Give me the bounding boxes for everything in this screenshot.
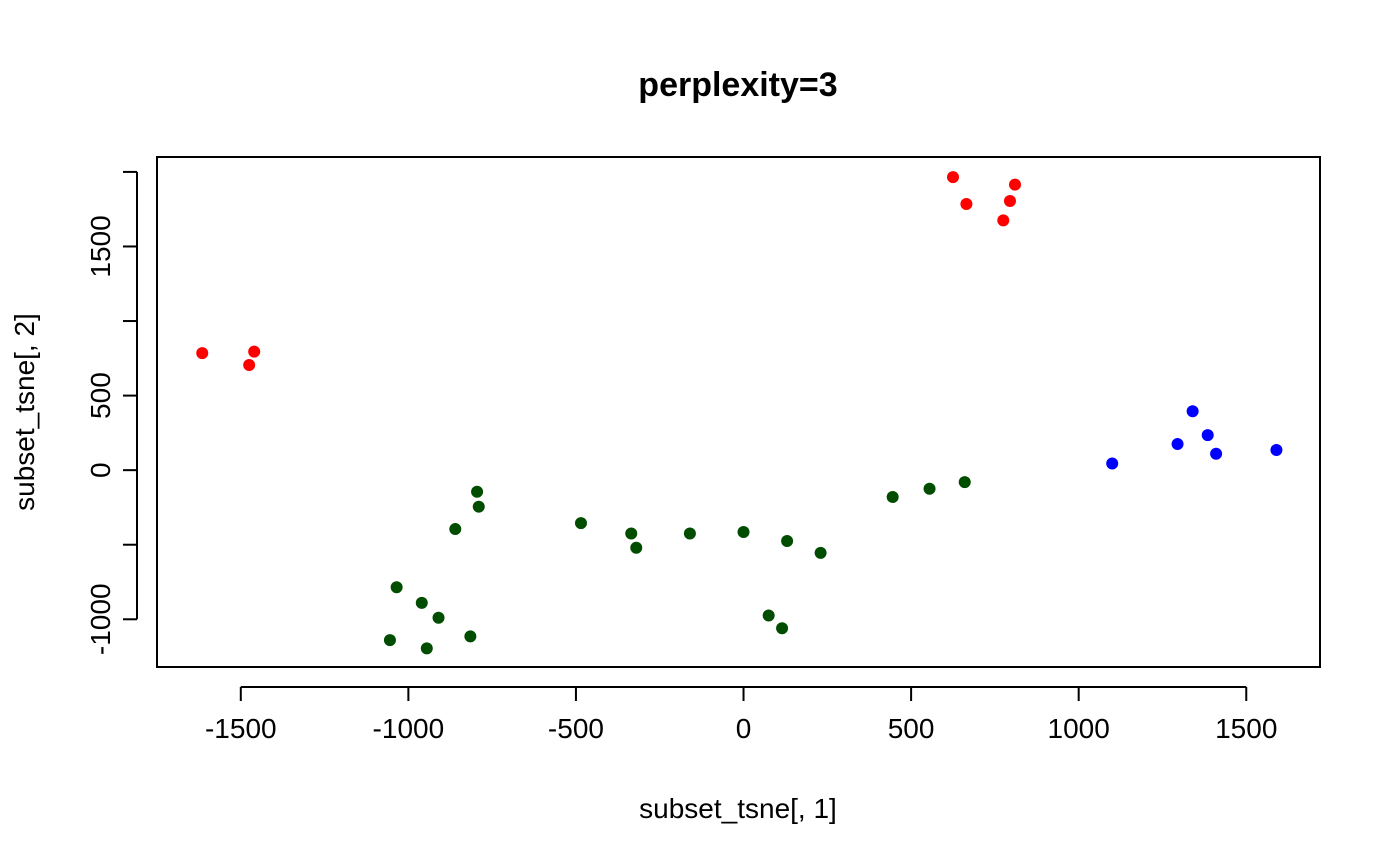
data-point — [814, 546, 827, 559]
y-tick-label: -1000 — [85, 583, 116, 655]
x-tick-label: 500 — [888, 713, 935, 744]
data-point — [737, 526, 750, 539]
data-point — [464, 630, 477, 643]
y-axis: -1000 0 500 1500 — [85, 170, 138, 655]
x-tick-label: -1000 — [373, 713, 445, 744]
data-point — [574, 517, 587, 530]
data-point — [781, 534, 794, 547]
data-point — [1210, 447, 1223, 460]
data-point — [947, 171, 960, 184]
x-tick-label: -1500 — [205, 713, 277, 744]
data-point — [243, 359, 256, 372]
data-point — [472, 500, 485, 513]
data-point — [625, 527, 638, 540]
data-point — [923, 482, 936, 495]
x-axis-label: subset_tsne[, 1] — [639, 793, 837, 824]
plot-frame — [156, 156, 1321, 668]
data-point — [1270, 444, 1283, 457]
data-point — [683, 527, 696, 540]
data-point — [1106, 457, 1119, 470]
x-tick-label: -500 — [548, 713, 604, 744]
data-point — [1201, 429, 1214, 442]
data-point — [630, 541, 643, 554]
data-point — [390, 581, 403, 594]
data-point — [471, 485, 484, 498]
y-tick-label: 500 — [85, 372, 116, 419]
data-point — [196, 347, 209, 360]
data-point — [1009, 178, 1022, 191]
data-point — [248, 345, 261, 358]
data-point — [762, 609, 775, 622]
data-point — [1186, 405, 1199, 418]
x-tick-label: 1500 — [1215, 713, 1277, 744]
x-axis: -1500 -1000 -500 0 500 1000 1500 — [205, 686, 1277, 744]
data-point — [776, 622, 789, 635]
data-point — [449, 523, 462, 536]
y-tick-label: 0 — [85, 462, 116, 478]
x-tick-label: 1000 — [1048, 713, 1110, 744]
data-point — [420, 642, 433, 655]
data-point — [415, 596, 428, 609]
y-axis-label: subset_tsne[, 2] — [9, 313, 40, 511]
x-tick-label: 0 — [736, 713, 752, 744]
data-point — [432, 611, 445, 624]
y-tick-label: 1500 — [85, 215, 116, 277]
data-point — [383, 634, 396, 647]
data-point — [997, 214, 1010, 227]
data-points — [196, 171, 1283, 655]
data-point — [960, 197, 973, 210]
data-point — [1003, 194, 1016, 207]
data-point — [886, 491, 899, 503]
data-point — [1171, 438, 1184, 451]
chart-title: perplexity=3 — [638, 66, 837, 104]
data-point — [958, 476, 971, 489]
